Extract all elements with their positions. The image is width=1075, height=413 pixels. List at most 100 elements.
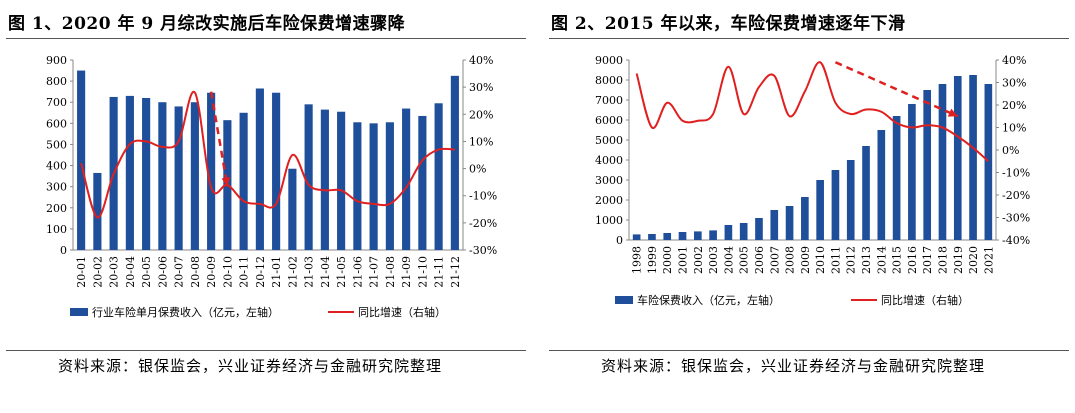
bar-21-04 xyxy=(320,109,329,250)
x-tick-label: 2000 xyxy=(661,246,674,274)
x-tick-label: 21-07 xyxy=(368,256,381,288)
x-tick-label: 20-10 xyxy=(221,256,234,288)
y-right-tick-label: -10% xyxy=(469,190,497,203)
bar-2014 xyxy=(877,130,886,240)
figure-panel-2: 图 2、2015 年以来，车险保费增速逐年下滑 0 1000 2000 3000 400… xyxy=(543,0,1075,413)
bar-21-09 xyxy=(402,108,411,250)
legend-bar-swatch xyxy=(615,296,633,304)
y-left-tick-label: 400 xyxy=(46,160,67,173)
x-tick-label: 21-09 xyxy=(400,256,413,288)
x-tick-label: 20-05 xyxy=(140,256,153,288)
bar-2001 xyxy=(678,232,687,240)
bar-2010 xyxy=(816,180,824,240)
source-note-2: 资料来源：银保监会，兴业证券经济与金融研究院整理 xyxy=(601,357,986,375)
growth-line xyxy=(80,90,455,219)
y-left-tick-label: 0 xyxy=(616,234,623,247)
y-left-tick-label: 1000 xyxy=(595,214,623,227)
bar-2019 xyxy=(953,76,962,240)
bar-2006 xyxy=(755,218,763,240)
y-right-tick-label: 0% xyxy=(1002,144,1019,157)
x-tick-label: 2005 xyxy=(738,246,751,274)
bar-1998 xyxy=(632,234,641,240)
y-right-tick-label: -10% xyxy=(1002,167,1030,180)
y-right-tick-label: -20% xyxy=(469,217,497,230)
bar-2009 xyxy=(801,197,809,240)
source-rule-2 xyxy=(549,350,1069,351)
y-left-tick-label: 2000 xyxy=(595,194,623,207)
bar-20-09 xyxy=(207,92,216,250)
bar-20-08 xyxy=(190,102,199,250)
bar-21-05 xyxy=(337,111,346,250)
bar-2016 xyxy=(908,104,916,240)
y-right-tick-label: 40% xyxy=(1002,54,1026,67)
y-left-tick-label: 7000 xyxy=(595,94,623,107)
bar-2020 xyxy=(969,75,977,240)
bar-21-07 xyxy=(369,123,378,250)
bar-2011 xyxy=(831,170,840,240)
x-tick-label: 20-02 xyxy=(91,256,104,288)
y-left-tick-label: 3000 xyxy=(595,174,623,187)
x-tick-label: 2001 xyxy=(677,246,690,274)
y-right-tick-label: -20% xyxy=(1002,189,1030,202)
x-tick-label: 20-03 xyxy=(108,256,121,288)
y-left-tick-label: 4000 xyxy=(595,154,623,167)
x-tick-label: 1999 xyxy=(646,246,659,274)
x-tick-label: 2020 xyxy=(967,246,980,274)
y-right-tick-label: -40% xyxy=(1002,234,1030,247)
bar-20-11 xyxy=(239,112,248,251)
y-left-tick-label: 800 xyxy=(46,75,67,88)
bar-21-02 xyxy=(288,168,297,250)
x-tick-label: 2006 xyxy=(753,246,766,274)
bar-2018 xyxy=(938,84,947,240)
bar-2003 xyxy=(709,230,717,240)
x-tick-label: 2008 xyxy=(784,246,797,274)
bar-2007 xyxy=(770,210,779,240)
x-tick-label: 21-05 xyxy=(335,256,348,288)
bar-20-07 xyxy=(174,106,183,250)
legend-line-label: 同比增速（右轴） xyxy=(881,293,969,307)
bar-2008 xyxy=(785,206,794,240)
title-rule-1 xyxy=(6,38,526,39)
trend-arrow-shaft xyxy=(834,61,959,118)
x-tick-label: 2016 xyxy=(906,246,919,274)
bar-21-01 xyxy=(272,92,281,250)
bar-2012 xyxy=(846,160,855,240)
y-left-tick-label: 600 xyxy=(46,117,67,130)
y-right-tick-label: 10% xyxy=(1002,122,1026,135)
bar-2015 xyxy=(892,116,901,240)
figure-panel-1: 图 1、2020 年 9 月综改实施后车险保费增速骤降 0 100 200 300 40… xyxy=(0,0,532,413)
y-right-tick-label: 20% xyxy=(469,108,493,121)
x-tick-label: 21-08 xyxy=(384,256,397,288)
x-tick-label: 2014 xyxy=(875,246,888,274)
x-tick-label: 21-01 xyxy=(270,256,283,288)
y-left-tick-label: 700 xyxy=(46,96,67,109)
bar-2013 xyxy=(862,146,870,240)
x-tick-label: 2019 xyxy=(952,246,965,274)
y-right-tick-label: 40% xyxy=(469,54,493,67)
y-right-tick-label: -30% xyxy=(1002,212,1030,225)
growth-line xyxy=(635,61,990,162)
legend-bar-label: 行业车险单月保费收入（亿元，左轴） xyxy=(92,305,279,319)
x-tick-label: 2021 xyxy=(982,246,995,274)
legend-line-label: 同比增速（右轴） xyxy=(358,305,446,319)
x-tick-label: 20-08 xyxy=(189,256,202,288)
y-left-tick-label: 500 xyxy=(46,138,67,151)
x-tick-label: 2010 xyxy=(814,246,827,274)
x-tick-label: 21-04 xyxy=(319,256,332,288)
bar-20-02 xyxy=(93,172,102,250)
source-rule-1 xyxy=(6,350,526,351)
x-tick-label: 21-02 xyxy=(286,256,299,288)
bar-1999 xyxy=(648,234,656,240)
bar-21-11 xyxy=(434,103,443,251)
x-tick-label: 20-06 xyxy=(156,256,169,288)
y-left-tick-label: 6000 xyxy=(595,114,623,127)
x-tick-label: 21-06 xyxy=(351,256,364,288)
bar-20-04 xyxy=(125,95,134,250)
chart-2: 0 1000 2000 3000 4000 5000 6000 7000 8000 9000 -40… xyxy=(595,54,1030,307)
figure-title-1: 图 1、2020 年 9 月综改实施后车险保费增速骤降 xyxy=(8,14,406,34)
y-right-tick-label: 0% xyxy=(469,163,486,176)
title-rule-2 xyxy=(549,38,1069,39)
bar-21-12 xyxy=(450,75,459,250)
x-tick-label: 2009 xyxy=(799,246,812,274)
chart-1: 0 100 200 300 400 500 600 700 800 900 -30% -20% -10%… xyxy=(46,54,497,319)
